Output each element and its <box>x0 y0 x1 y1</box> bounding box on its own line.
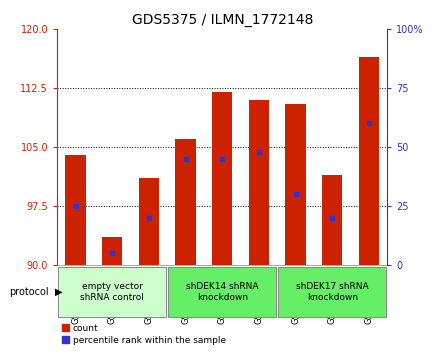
Bar <box>286 104 306 265</box>
Text: protocol: protocol <box>9 287 48 297</box>
FancyBboxPatch shape <box>58 267 166 317</box>
Bar <box>359 57 379 265</box>
Bar <box>212 92 232 265</box>
Title: GDS5375 / ILMN_1772148: GDS5375 / ILMN_1772148 <box>132 13 313 26</box>
Bar <box>102 237 122 265</box>
Bar <box>322 175 342 265</box>
Text: shDEK17 shRNA
knockdown: shDEK17 shRNA knockdown <box>296 282 369 302</box>
Legend: count, percentile rank within the sample: count, percentile rank within the sample <box>62 324 226 344</box>
Bar <box>176 139 196 265</box>
Text: ▶: ▶ <box>55 287 62 297</box>
FancyBboxPatch shape <box>279 267 386 317</box>
Bar <box>249 100 269 265</box>
Text: empty vector
shRNA control: empty vector shRNA control <box>80 282 144 302</box>
Bar <box>139 179 159 265</box>
FancyBboxPatch shape <box>169 267 276 317</box>
Bar <box>66 155 86 265</box>
Text: shDEK14 shRNA
knockdown: shDEK14 shRNA knockdown <box>186 282 258 302</box>
